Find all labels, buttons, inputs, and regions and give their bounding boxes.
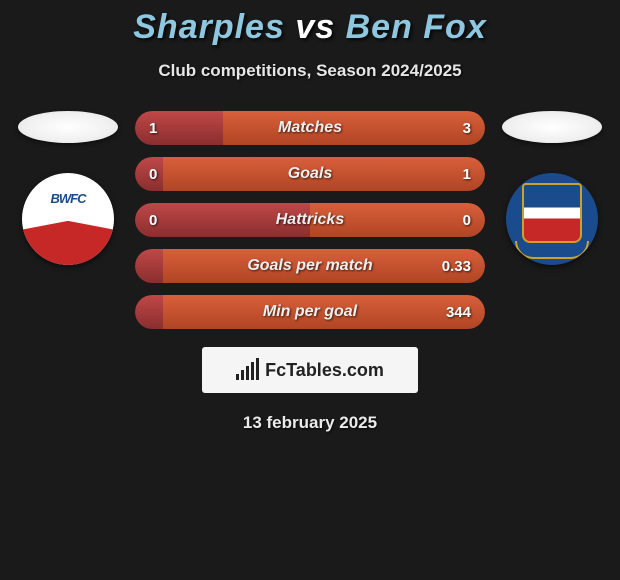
stat-value-right: 0 [463, 212, 471, 229]
stat-value-left: 1 [149, 120, 157, 137]
stat-label: Matches [278, 119, 342, 137]
brand-text: FcTables.com [265, 360, 384, 381]
main-row: BWFC 1 Matches 3 0 Goals 1 0 Hattricks 0 Goals pe… [0, 111, 620, 329]
stat-value-left: 0 [149, 212, 157, 229]
right-flag-icon [502, 111, 602, 143]
stat-value-left: 0 [149, 166, 157, 183]
player1-name: Sharples [133, 8, 285, 46]
left-badge-text: BWFC [51, 191, 86, 206]
brand-bar [241, 370, 244, 380]
stat-fill-left [135, 295, 163, 329]
infographic-root: Sharples vs Ben Fox Club competitions, S… [0, 0, 620, 433]
stat-value-right: 3 [463, 120, 471, 137]
stat-value-right: 0.33 [442, 258, 471, 275]
stat-fill-right [223, 111, 486, 145]
right-club-badge [506, 173, 598, 265]
stat-value-right: 1 [463, 166, 471, 183]
stat-row: 0 Goals 1 [135, 157, 485, 191]
comparison-title: Sharples vs Ben Fox [0, 8, 620, 47]
brand-bar [236, 374, 239, 380]
left-club-badge: BWFC [22, 173, 114, 265]
brand-box: FcTables.com [202, 347, 418, 393]
subtitle: Club competitions, Season 2024/2025 [0, 61, 620, 81]
stat-row: 1 Matches 3 [135, 111, 485, 145]
stat-label: Goals [288, 165, 332, 183]
stat-label: Goals per match [247, 257, 372, 275]
brand-bar [246, 366, 249, 380]
stat-row: Goals per match 0.33 [135, 249, 485, 283]
player2-name: Ben Fox [346, 8, 487, 46]
brand-bar [256, 358, 259, 380]
brand-bar [251, 362, 254, 380]
date-text: 13 february 2025 [0, 413, 620, 433]
brand-bars-icon [236, 360, 259, 380]
right-side-column [497, 111, 607, 265]
vs-text: vs [295, 8, 335, 46]
left-flag-icon [18, 111, 118, 143]
stat-label: Min per goal [263, 303, 357, 321]
stat-value-right: 344 [446, 304, 471, 321]
stat-label: Hattricks [276, 211, 344, 229]
stats-column: 1 Matches 3 0 Goals 1 0 Hattricks 0 Goals per mat… [135, 111, 485, 329]
stat-fill-left [135, 249, 163, 283]
stat-row: 0 Hattricks 0 [135, 203, 485, 237]
left-side-column: BWFC [13, 111, 123, 265]
stat-row: Min per goal 344 [135, 295, 485, 329]
